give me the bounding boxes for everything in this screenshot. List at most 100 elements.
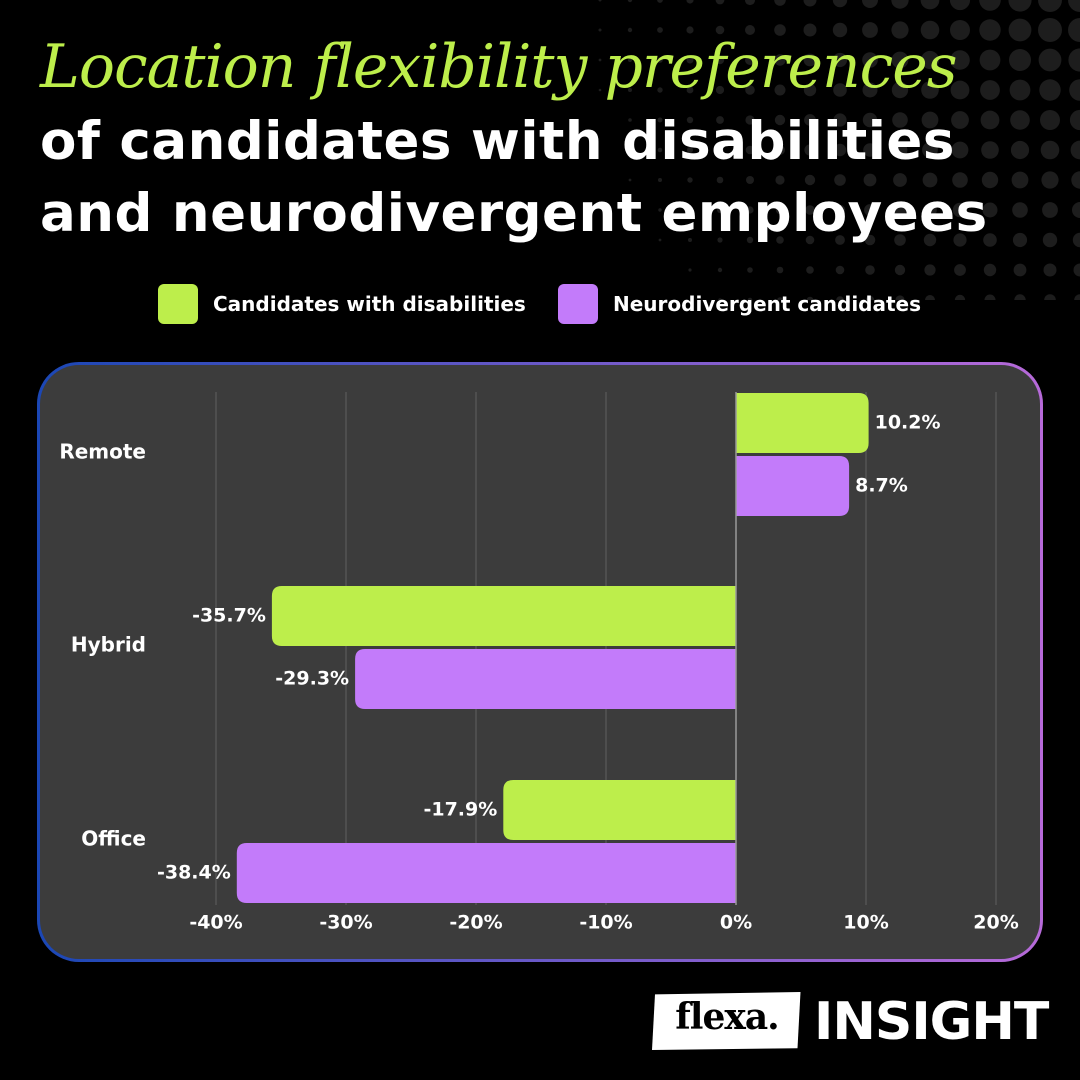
decor-dot <box>686 56 694 64</box>
decor-dot <box>806 296 814 300</box>
x-tick-label: -40% <box>189 912 242 934</box>
decor-dot <box>952 172 968 188</box>
decor-dot <box>775 145 785 155</box>
decor-dot <box>657 0 663 3</box>
legend-swatch-purple <box>558 284 598 324</box>
decor-dot <box>950 50 970 70</box>
decor-dot <box>715 25 725 35</box>
decor-dot <box>745 25 755 35</box>
decor-dot <box>1068 48 1080 72</box>
decor-dot <box>717 267 723 273</box>
decor-dot <box>921 81 939 99</box>
decor-dot <box>686 26 694 34</box>
decor-dot <box>627 0 633 3</box>
decor-dot <box>628 88 632 92</box>
decor-dot <box>775 175 785 185</box>
decor-dot <box>1008 0 1032 12</box>
decor-dot <box>835 265 845 275</box>
decor-dot <box>951 141 969 159</box>
decor-dot <box>865 265 875 275</box>
decor-dot <box>951 111 969 129</box>
title-line-2: of candidates with disabilities <box>40 111 955 172</box>
decor-dot <box>658 208 662 212</box>
bar-hybrid-neurodivergent <box>355 649 736 709</box>
decor-dot <box>687 207 693 213</box>
decor-dot <box>1038 18 1062 42</box>
decor-dot <box>894 234 906 246</box>
decor-dot <box>832 22 848 38</box>
decor-dot <box>777 297 783 300</box>
decor-dot <box>979 0 1001 11</box>
legend: Candidates with disabilities Neurodiverg… <box>0 284 1080 324</box>
decor-dot <box>1069 79 1080 101</box>
decor-dot <box>746 236 754 244</box>
title-line-1: Location flexibility preferences <box>40 32 958 102</box>
decor-dot <box>950 80 970 100</box>
decor-dot <box>657 87 663 93</box>
decor-dot <box>834 174 846 186</box>
decor-dot <box>862 52 878 68</box>
decor-dot <box>894 264 906 276</box>
legend-item-neurodivergent: Neurodivergent candidates <box>558 284 921 324</box>
decor-dot <box>920 20 940 40</box>
decor-dot <box>920 0 940 10</box>
decor-dot <box>891 81 909 99</box>
bar-office-disabilities <box>503 780 736 840</box>
decor-dot <box>598 88 602 92</box>
decor-dot <box>774 0 786 6</box>
x-tick-label: -30% <box>319 912 372 934</box>
decor-dot <box>804 114 816 126</box>
data-label: -35.7% <box>192 605 266 627</box>
decor-dot <box>1069 109 1080 131</box>
decor-dot <box>893 173 907 187</box>
decor-dot <box>715 0 725 5</box>
flexa-logo-text: flexa. <box>675 996 779 1038</box>
decor-dot <box>805 205 815 215</box>
decor-dot <box>745 55 755 65</box>
data-label: -17.9% <box>423 799 497 821</box>
decor-dot <box>953 233 967 247</box>
decor-dot <box>983 263 997 277</box>
decor-dot <box>892 112 908 128</box>
decor-dot <box>628 118 632 122</box>
decor-dot <box>628 148 632 152</box>
decor-dot <box>1044 294 1056 300</box>
decor-dot <box>1012 202 1028 218</box>
decor-dot <box>1073 263 1080 277</box>
decor-dot <box>775 205 785 215</box>
flexa-logo: flexa. <box>652 992 801 1050</box>
legend-item-disabilities: Candidates with disabilities <box>158 284 526 324</box>
decor-dot <box>657 117 663 123</box>
bar-remote-neurodivergent <box>736 456 850 516</box>
x-tick-label: 10% <box>843 912 888 934</box>
decor-dot <box>950 20 970 40</box>
decor-dot <box>835 235 845 245</box>
decor-dot <box>717 237 723 243</box>
category-label-hybrid: Hybrid <box>71 633 146 657</box>
decor-dot <box>891 0 909 9</box>
decor-dot <box>657 147 663 153</box>
decor-dot <box>658 178 662 182</box>
decor-dot <box>979 19 1001 41</box>
decor-dot <box>862 22 878 38</box>
decor-dot <box>833 83 847 97</box>
decor-dot <box>803 83 817 97</box>
decor-dot <box>922 172 938 188</box>
decor-dot <box>744 0 756 6</box>
decor-dot <box>1012 232 1028 248</box>
decor-dot <box>923 203 937 217</box>
decor-dot <box>1042 202 1058 218</box>
decor-dot <box>747 297 753 300</box>
decor-dot <box>803 53 817 67</box>
decor-dot <box>687 177 693 183</box>
decor-dot <box>983 233 997 247</box>
data-label: 10.2% <box>875 412 941 434</box>
decor-dot <box>864 234 876 246</box>
decor-dot <box>1043 263 1057 277</box>
decor-dot <box>657 27 663 33</box>
decor-dot <box>1042 232 1058 248</box>
decor-dot <box>716 116 724 124</box>
decor-dot <box>1038 48 1062 72</box>
decor-dot <box>803 23 817 37</box>
decor-dot <box>1009 49 1031 71</box>
